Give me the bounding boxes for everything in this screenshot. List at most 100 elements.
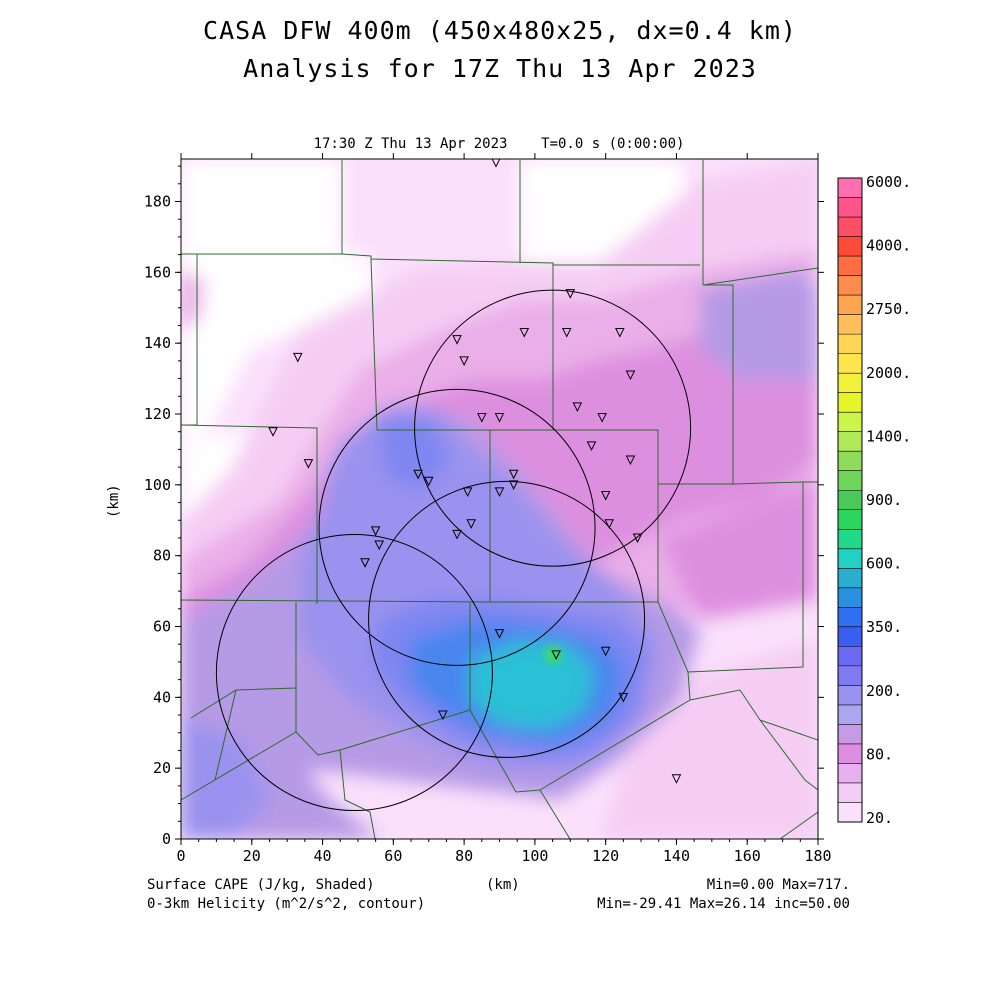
colorbar-label: 20.: [866, 809, 893, 827]
colorbar-swatch: [838, 665, 862, 686]
colorbar-swatch: [838, 295, 862, 316]
colorbar-swatch: [838, 217, 862, 238]
colorbar-label: 600.: [866, 555, 902, 573]
colorbar-swatch: [838, 431, 862, 452]
station-marker: [491, 159, 501, 168]
colorbar-swatch: [838, 568, 862, 589]
station-marker: [438, 710, 448, 721]
station-marker: [565, 289, 576, 299]
y-tick-label: 0: [162, 830, 171, 848]
station-marker: [494, 413, 505, 423]
colorbar-swatch: [838, 392, 862, 413]
figure-title-line-1: CASA DFW 400m (450x480x25, dx=0.4 km): [203, 16, 797, 45]
footer-field-1: Surface CAPE (J/kg, Shaded): [147, 877, 375, 893]
cape-region-white: [520, 160, 690, 265]
station-marker: [615, 328, 625, 338]
y-tick-label: 20: [153, 759, 171, 777]
station-marker: [452, 529, 462, 540]
colorbar-swatch: [838, 509, 862, 530]
colorbar-swatch: [838, 743, 862, 764]
cape-shaded-field: [181, 160, 818, 839]
station-marker: [423, 476, 434, 487]
colorbar-label: 80.: [866, 745, 893, 763]
colorbar: 6000. 4000. 2750. 2000. 1400. 900. 600. 350. 200…: [837, 173, 911, 827]
axes: 0 20 40 60 80 100 120 140 160 180 0 20 40 60 80 100 120 1…: [144, 153, 832, 865]
station-marker: [462, 487, 473, 498]
x-tick-label: 20: [243, 847, 261, 865]
county-boundaries: [181, 160, 818, 839]
colorbar-swatch: [838, 412, 862, 433]
station-marker: [466, 519, 476, 529]
colorbar-swatch: [838, 685, 862, 706]
colorbar-swatch: [838, 275, 862, 296]
colorbar-label: 2000.: [866, 364, 911, 382]
colorbar-label: 1400.: [866, 427, 911, 445]
colorbar-label: 200.: [866, 682, 902, 700]
y-tick-label: 180: [144, 193, 171, 211]
y-tick-label: 80: [153, 547, 171, 565]
radar-ring-3: [368, 480, 646, 758]
colorbar-label: 6000.: [866, 173, 911, 191]
colorbar-swatch: [838, 724, 862, 745]
station-markers: [268, 159, 682, 784]
station-marker: [413, 469, 423, 480]
station-marker: [519, 328, 530, 338]
station-marker: [600, 646, 611, 657]
radar-ring-4: [414, 289, 692, 567]
station-marker: [292, 352, 303, 363]
radar-ring-1: [215, 534, 493, 812]
station-marker: [374, 540, 384, 551]
station-marker: [551, 650, 561, 660]
cape-region-pink: [181, 270, 205, 330]
x-axis-label: (km): [486, 877, 520, 893]
station-marker: [600, 490, 611, 501]
cape-region-magenta: [660, 480, 818, 620]
station-marker: [632, 533, 643, 544]
station-marker: [597, 413, 607, 423]
station-marker: [268, 427, 278, 437]
colorbar-label: 350.: [866, 618, 902, 636]
colorbar-swatch: [838, 197, 862, 218]
y-tick-label: 100: [144, 476, 171, 494]
colorbar-swatch: [838, 470, 862, 491]
colorbar-label: 4000.: [866, 237, 911, 255]
valid-time-subtitle: 17:30 Z Thu 13 Apr 2023 T=0.0 s (0:00:00…: [313, 136, 685, 152]
y-tick-label: 60: [153, 618, 171, 636]
y-tick-label: 120: [144, 405, 171, 423]
x-tick-label: 80: [455, 847, 473, 865]
colorbar-swatch: [838, 490, 862, 511]
cape-region-lavender: [700, 270, 818, 380]
station-marker: [671, 774, 682, 784]
footer-stats-2: Min=-29.41 Max=26.14 inc=50.00: [597, 896, 850, 912]
colorbar-swatch: [838, 704, 862, 725]
colorbar-label: 2750.: [866, 300, 911, 318]
colorbar-swatch: [838, 373, 862, 394]
colorbar-swatch: [838, 607, 862, 628]
cape-shading: [181, 159, 818, 839]
colorbar-swatch: [838, 529, 862, 550]
colorbar-swatch: [838, 178, 862, 199]
station-marker: [561, 328, 572, 338]
colorbar-swatch: [838, 802, 862, 823]
station-marker: [586, 441, 597, 451]
station-marker: [452, 335, 462, 345]
y-tick-label: 160: [144, 263, 171, 281]
station-marker: [604, 519, 615, 529]
colorbar-swatch: [838, 782, 862, 803]
station-marker: [459, 356, 469, 366]
cape-region-blue: [380, 420, 450, 490]
station-marker: [625, 370, 636, 381]
x-tick-label: 180: [804, 847, 831, 865]
station-marker: [303, 459, 314, 469]
station-marker: [494, 629, 505, 639]
station-marker: [494, 487, 505, 498]
station-marker: [370, 526, 381, 536]
x-tick-label: 120: [592, 847, 619, 865]
figure-title-line-2: Analysis for 17Z Thu 13 Apr 2023: [243, 54, 757, 83]
y-tick-label: 140: [144, 334, 171, 352]
radar-range-rings: [215, 289, 692, 812]
y-axis-label: (km): [106, 484, 122, 518]
x-tick-label: 60: [384, 847, 402, 865]
colorbar-swatch: [838, 353, 862, 374]
